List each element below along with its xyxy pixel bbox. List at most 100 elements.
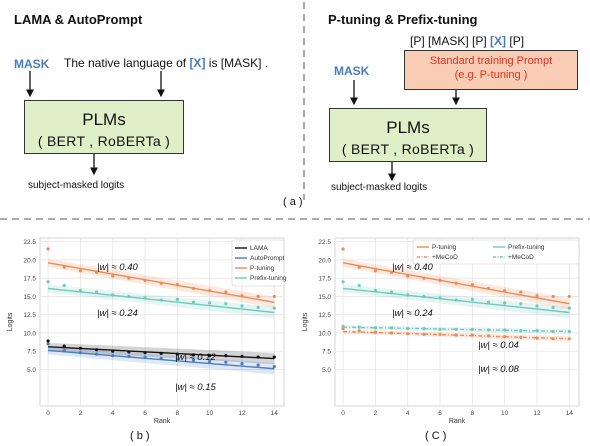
- mask-label-right: MASK: [334, 64, 370, 78]
- data-point: [357, 325, 361, 329]
- data-point: [438, 296, 442, 300]
- data-point: [470, 283, 474, 287]
- data-point: [503, 288, 507, 293]
- y-tick-label: 10.0: [318, 330, 331, 337]
- data-point: [357, 265, 361, 269]
- chart-c: 5.0 7.5 10.0 12.5 15.0 17.5 20.0 22.5 0 2 4 6 8 10 12 1…: [302, 237, 580, 425]
- data-point: [143, 351, 147, 355]
- data-point: [224, 360, 228, 364]
- data-point: [373, 326, 377, 330]
- data-point: [454, 333, 458, 337]
- data-point: [62, 344, 66, 348]
- template-before: [P] [MASK] [P]: [410, 34, 487, 48]
- x-tick-label: 6: [143, 410, 147, 417]
- data-point: [406, 274, 410, 278]
- data-point: [272, 364, 276, 369]
- template-after: [P]: [509, 34, 525, 48]
- data-point: [240, 304, 244, 308]
- data-point: [240, 354, 244, 358]
- data-point: [111, 293, 115, 297]
- data-point: [454, 327, 458, 331]
- x-token-right: [X]: [490, 34, 507, 48]
- data-point: [551, 294, 555, 299]
- y-tick-label: 17.5: [23, 276, 36, 283]
- ptuning-heading: P-tuning & Prefix-tuning: [328, 12, 478, 27]
- data-point: [143, 296, 147, 300]
- logits-label-left: subject-masked logits: [28, 180, 125, 191]
- y-tick-label: 10.0: [23, 330, 36, 337]
- data-point: [224, 290, 228, 294]
- data-point: [191, 358, 196, 362]
- data-point: [535, 294, 539, 298]
- data-point: [373, 330, 377, 334]
- caption-b: ( b ): [130, 430, 150, 442]
- data-point: [127, 276, 131, 280]
- data-point: [389, 326, 394, 330]
- data-point: [422, 294, 426, 299]
- data-point: [240, 294, 244, 298]
- legend-box: [231, 239, 285, 287]
- x-tick-label: 8: [471, 410, 475, 417]
- x-tick-label: 14: [566, 410, 574, 417]
- plm-title-left: PLMs: [82, 110, 126, 129]
- y-tick-label: 20.0: [318, 257, 331, 264]
- caption-a: ( a ): [283, 196, 303, 208]
- data-point: [519, 329, 523, 333]
- data-point: [208, 359, 212, 364]
- x-tick-label: 8: [176, 410, 180, 417]
- data-point: [567, 306, 571, 310]
- data-point: [551, 305, 555, 309]
- x-tick-label: 6: [438, 410, 442, 417]
- data-point: [486, 286, 491, 290]
- data-point: [406, 293, 410, 297]
- data-point: [389, 290, 394, 294]
- data-point: [94, 270, 99, 274]
- data-point: [438, 278, 442, 282]
- legend-label: P-tuning: [432, 244, 457, 251]
- y-axis-label: Logits: [302, 312, 309, 331]
- data-point: [94, 290, 99, 294]
- plm-box-right: PLMs ( BERT , RoBERTa ): [329, 108, 487, 162]
- data-point: [175, 352, 179, 356]
- data-point: [175, 297, 179, 301]
- fit-line: [343, 326, 570, 333]
- data-point: [256, 294, 260, 299]
- data-point: [191, 300, 196, 304]
- data-point: [470, 333, 474, 337]
- standard-training-prompt-box: Standard training Prompt (e.g. P-tuning …: [404, 50, 578, 90]
- y-tick-label: 7.5: [27, 349, 36, 356]
- data-point: [422, 276, 426, 280]
- data-point: [438, 332, 442, 337]
- y-tick-label: 12.5: [23, 312, 36, 319]
- data-point: [272, 294, 276, 299]
- prompt-line2: (e.g. P-tuning ): [454, 69, 528, 81]
- legend-label: LAMA: [250, 245, 268, 252]
- data-point: [519, 335, 523, 339]
- data-point: [357, 329, 361, 333]
- slope-annotation: |w| ≈ 0.40: [97, 262, 138, 273]
- data-point: [486, 300, 491, 304]
- data-point: [62, 348, 66, 353]
- data-point: [127, 350, 131, 354]
- data-point: [191, 286, 196, 290]
- data-point: [127, 354, 131, 358]
- legend-label: AutoPrompt: [250, 255, 285, 262]
- right-arrows: [350, 80, 460, 182]
- legend-box: [412, 239, 580, 265]
- x-axis-label: Rank: [154, 418, 171, 425]
- data-point: [438, 327, 442, 331]
- logits-label-right: subject-masked logits: [331, 182, 428, 193]
- x-tick-label: 0: [341, 410, 345, 417]
- data-point: [256, 305, 260, 309]
- y-tick-label: 12.5: [318, 312, 331, 319]
- data-point: [272, 355, 276, 359]
- data-point: [470, 327, 474, 331]
- data-point: [191, 353, 196, 357]
- slope-annotation: |w| ≈ 0.12: [175, 352, 216, 363]
- plm-box-left: PLMs ( BERT , RoBERTa ): [24, 100, 184, 154]
- left-arrows: [26, 71, 165, 176]
- data-point: [208, 354, 212, 358]
- data-point: [224, 302, 228, 306]
- data-point: [272, 306, 276, 310]
